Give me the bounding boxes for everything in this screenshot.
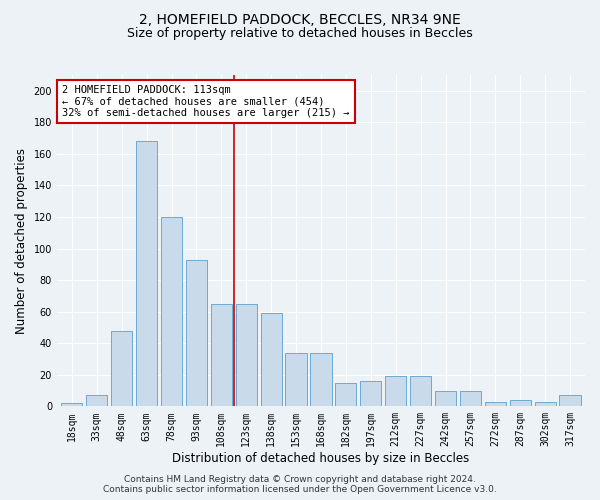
- Bar: [211, 304, 232, 406]
- Bar: [236, 304, 257, 406]
- Bar: [509, 400, 531, 406]
- Text: Contains HM Land Registry data © Crown copyright and database right 2024.
Contai: Contains HM Land Registry data © Crown c…: [103, 474, 497, 494]
- Bar: [286, 352, 307, 406]
- Bar: [161, 217, 182, 406]
- Bar: [86, 396, 107, 406]
- Bar: [435, 390, 456, 406]
- Bar: [136, 142, 157, 406]
- Bar: [360, 381, 382, 406]
- Bar: [485, 402, 506, 406]
- Bar: [111, 330, 132, 406]
- Bar: [61, 403, 82, 406]
- Bar: [559, 396, 581, 406]
- Bar: [260, 313, 282, 406]
- Bar: [310, 352, 332, 406]
- Bar: [460, 390, 481, 406]
- Bar: [535, 402, 556, 406]
- Bar: [410, 376, 431, 406]
- Bar: [335, 382, 356, 406]
- Y-axis label: Number of detached properties: Number of detached properties: [15, 148, 28, 334]
- Text: 2, HOMEFIELD PADDOCK, BECCLES, NR34 9NE: 2, HOMEFIELD PADDOCK, BECCLES, NR34 9NE: [139, 12, 461, 26]
- Bar: [186, 260, 207, 406]
- Bar: [385, 376, 406, 406]
- Text: 2 HOMEFIELD PADDOCK: 113sqm
← 67% of detached houses are smaller (454)
32% of se: 2 HOMEFIELD PADDOCK: 113sqm ← 67% of det…: [62, 85, 350, 118]
- X-axis label: Distribution of detached houses by size in Beccles: Distribution of detached houses by size …: [172, 452, 470, 465]
- Text: Size of property relative to detached houses in Beccles: Size of property relative to detached ho…: [127, 28, 473, 40]
